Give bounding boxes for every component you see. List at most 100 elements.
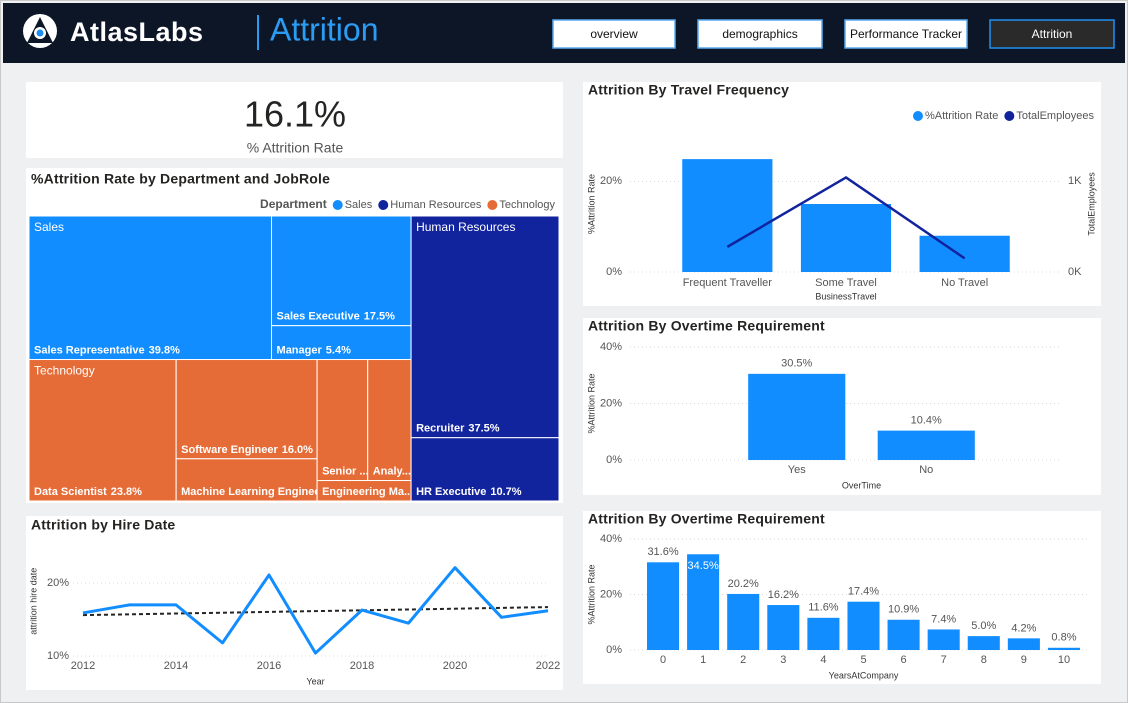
legend-title: Department — [260, 197, 327, 211]
bar — [647, 562, 680, 650]
y-tick-label: 20% — [600, 397, 622, 409]
legend-marker — [912, 111, 923, 121]
legend-marker — [1004, 111, 1015, 121]
legend-label: Sales — [345, 199, 373, 211]
x-axis-title: OverTime — [842, 480, 881, 490]
bar — [927, 629, 960, 650]
data-label: 10.9% — [888, 604, 919, 616]
bar — [877, 430, 975, 460]
item-name: Analy... — [373, 465, 411, 477]
treemap-group-label: Technology — [34, 364, 95, 378]
legend-marker — [487, 200, 498, 210]
nav-button-label[interactable]: overview — [590, 27, 638, 41]
treemap-cell — [175, 359, 318, 460]
x-tick-label: 2 — [740, 654, 746, 666]
x-tick-label: 0 — [660, 654, 666, 666]
treemap-group-label: Sales — [34, 220, 64, 234]
treemap-label: Engineering Ma... — [322, 486, 413, 498]
data-label: 10.4% — [911, 415, 942, 427]
treemap-label: Software Engineer 16.0% — [181, 444, 313, 456]
bar — [847, 601, 880, 650]
y-axis-title: %Attrition Rate — [586, 373, 596, 433]
x-axis-title: Year — [306, 676, 324, 686]
data-label: 17.4% — [848, 586, 879, 598]
x-tick-label: No Travel — [941, 277, 988, 289]
legend: Department Sales Human Resources Technology — [260, 197, 555, 211]
nav-button[interactable]: Attrition — [989, 19, 1115, 49]
logo-text: AtlasLabs — [70, 17, 204, 47]
line-series — [82, 566, 549, 655]
x-tick-label: 8 — [981, 654, 987, 666]
bar — [727, 593, 760, 650]
y-tick-label: 20% — [600, 588, 622, 600]
x-tick-label: 2014 — [164, 660, 188, 672]
item-value: 10.7% — [490, 486, 521, 498]
bar — [1007, 638, 1040, 650]
item-name: HR Executive — [416, 486, 486, 498]
treemap-cell — [316, 359, 369, 482]
nav-button-bg[interactable] — [697, 19, 823, 49]
x-tick-label: 2022 — [536, 660, 560, 672]
item-value: 5.4% — [326, 344, 351, 356]
treemap-cell — [410, 437, 560, 502]
bar — [919, 235, 1010, 272]
bar — [967, 636, 1000, 650]
treemap-label: Machine Learning Enginee... — [181, 486, 330, 498]
item-value: 39.8% — [149, 344, 180, 356]
kpi-card — [26, 82, 563, 158]
item-name: Data Scientist — [34, 486, 107, 498]
item-name: Sales Representative — [34, 344, 145, 356]
legend-label: Technology — [499, 199, 555, 211]
legend: %Attrition Rate TotalEmployees — [912, 110, 1094, 122]
bar — [1047, 647, 1080, 650]
treemap-label: HR Executive 10.7% — [416, 486, 522, 498]
data-label: 0.8% — [1051, 632, 1076, 644]
x-tick-label: 2020 — [443, 660, 467, 672]
nav-button-bg[interactable] — [989, 19, 1115, 49]
treemap-label: Analy... — [373, 465, 411, 477]
nav-button-bg[interactable] — [844, 19, 968, 49]
legend-marker — [332, 200, 343, 210]
nav-button[interactable]: overview — [552, 19, 676, 49]
data-label: 34.5% — [688, 560, 719, 572]
nav-button[interactable]: demographics — [697, 19, 823, 49]
treemap-label: Data Scientist 23.8% — [34, 486, 142, 498]
legend-label: Human Resources — [390, 199, 482, 211]
item-name: Engineering Ma... — [322, 486, 413, 498]
x-tick-label: 5 — [860, 654, 866, 666]
data-label: 4.2% — [1011, 622, 1036, 634]
bar — [767, 605, 800, 650]
data-label: 5.0% — [971, 620, 996, 632]
nav-button-label[interactable]: Performance Tracker — [850, 27, 962, 41]
item-value: 37.5% — [468, 423, 499, 435]
y-tick-label: 10% — [47, 650, 69, 662]
item-value: 23.8% — [111, 486, 142, 498]
y-tick-label: 0% — [606, 266, 622, 278]
x-tick-label: 3 — [780, 654, 786, 666]
treemap-label: Sales Executive 17.5% — [277, 311, 396, 323]
nav-button[interactable]: Performance Tracker — [844, 19, 968, 49]
data-label: 7.4% — [931, 613, 956, 625]
legend-label: TotalEmployees — [1016, 110, 1094, 122]
y-tick-label: 40% — [600, 341, 622, 353]
chart-title: Attrition by Hire Date — [31, 517, 175, 533]
chart-title: Attrition By Overtime Requirement — [588, 511, 825, 527]
treemap-label: Recruiter 37.5% — [416, 423, 500, 435]
item-value: 16.0% — [282, 444, 313, 456]
bar — [687, 554, 720, 650]
x-tick-label: No — [919, 464, 933, 476]
nav-button-bg[interactable] — [552, 19, 676, 49]
y-tick-label: 0% — [606, 454, 622, 466]
bar — [800, 204, 892, 272]
treemap-label: Manager 5.4% — [277, 344, 352, 356]
y-tick-label: 40% — [600, 533, 622, 545]
treemap-cell — [28, 215, 273, 361]
bar — [682, 159, 773, 272]
item-name: Software Engineer — [181, 444, 278, 456]
y2-tick-label: 1K — [1068, 175, 1082, 187]
item-value: 17.5% — [364, 311, 395, 323]
nav-button-label[interactable]: demographics — [722, 27, 797, 41]
y2-axis-title: TotalEmployees — [1086, 172, 1096, 236]
nav-button-label[interactable]: Attrition — [1032, 27, 1073, 41]
